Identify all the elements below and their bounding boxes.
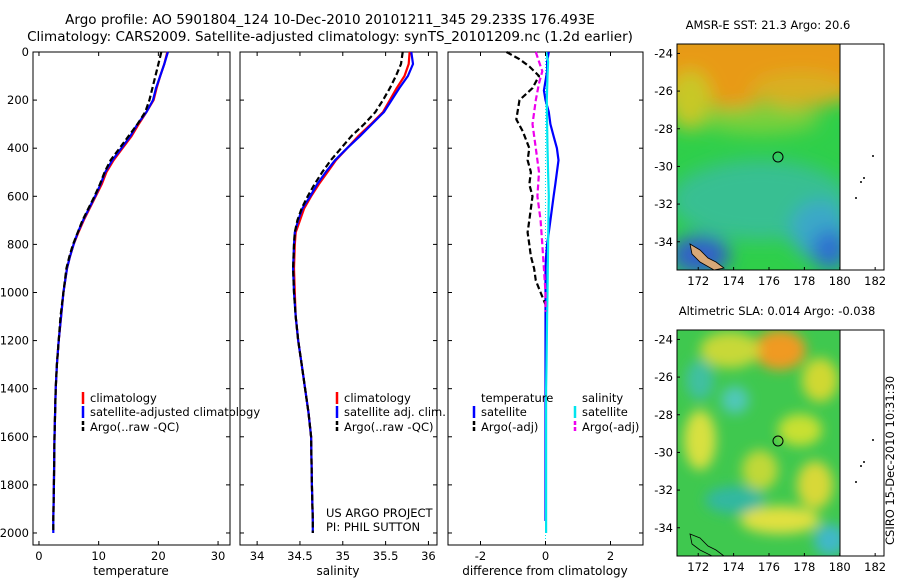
y-tick-label: 800 — [7, 237, 29, 251]
series-line-0 — [52, 51, 169, 522]
temperature-panel-frame — [32, 51, 231, 546]
legend-label-sal-argo: Argo(-adj) — [582, 420, 639, 434]
map-y-tick-label: -34 — [654, 521, 673, 535]
x-tick-label: 30 — [211, 549, 226, 563]
project-annotation: US ARGO PROJECT — [326, 506, 434, 520]
series-line-2 — [544, 51, 550, 533]
salinity-panel-frame — [239, 51, 438, 546]
map-x-tick-label: 172 — [687, 560, 709, 574]
map-x-tick-label: 176 — [758, 560, 780, 574]
map-y-tick-label: -26 — [654, 370, 673, 384]
sla-argo-location — [772, 435, 784, 447]
map-y-tick-label: -26 — [654, 84, 673, 98]
legend-group-salinity: salinity — [582, 391, 623, 405]
map-y-tick-label: -28 — [654, 408, 673, 422]
series-line-1 — [52, 51, 169, 533]
x-tick-label: 34 — [250, 549, 265, 563]
map-x-tick-label: 182 — [864, 560, 886, 574]
series-line-3 — [531, 51, 547, 312]
map-y-tick-label: -28 — [654, 122, 673, 136]
map-y-tick-label: -34 — [654, 235, 673, 249]
x-tick-label: 36 — [421, 549, 436, 563]
map-y-tick-label: -32 — [654, 197, 673, 211]
legend-label-climatology: climatology — [90, 391, 157, 405]
salinity-xlabel: salinity — [316, 564, 359, 578]
series-line-0 — [542, 51, 560, 521]
difference-profile-lines — [505, 51, 560, 545]
y-tick-label: 0 — [22, 45, 29, 59]
map-y-tick-label: -24 — [654, 332, 673, 346]
map-x-tick-label: 178 — [793, 560, 815, 574]
pi-annotation: PI: PHIL SUTTON — [326, 520, 420, 534]
y-tick-label: 200 — [7, 93, 29, 107]
salinity-legend: climatology satellite adj. clim. Argo(..… — [335, 391, 446, 434]
figure-title-line1: Argo profile: AO 5901804_124 10-Dec-2010… — [65, 12, 595, 28]
map-x-tick-label: 176 — [758, 274, 780, 288]
temperature-legend: climatology satellite-adjusted climatolo… — [81, 391, 260, 434]
temperature-profile-lines — [52, 51, 169, 533]
x-tick-label: 35.5 — [373, 549, 399, 563]
x-tick-label: 2 — [607, 549, 614, 563]
sla-map-title: Altimetric SLA: 0.014 Argo: -0.038 — [679, 304, 876, 318]
difference-xlabel: difference from climatology — [462, 564, 628, 578]
x-tick-label: 20 — [151, 549, 166, 563]
y-tick-label: 1400 — [0, 382, 29, 396]
y-tick-label: 1600 — [0, 430, 29, 444]
map-axis-ticks: 172 174 176 178 180 182 -24 -26 -28 -30 -32 -34 172 1… — [654, 46, 886, 574]
y-tick-label: 600 — [7, 189, 29, 203]
salinity-profile-lines — [292, 51, 415, 533]
y-tick-label: 1800 — [0, 478, 29, 492]
map-x-tick-label: 180 — [829, 274, 851, 288]
sla-land — [689, 533, 726, 557]
legend-label-satellite: satellite adj. clim. — [344, 405, 446, 419]
difference-legend: temperature satellite Argo(-adj) salinit… — [472, 391, 639, 434]
sla-map-axes — [676, 329, 885, 557]
series-line-1 — [505, 51, 547, 305]
legend-label-sal-satellite: satellite — [582, 405, 628, 419]
sla-heatmap — [677, 330, 840, 556]
sst-land — [689, 243, 725, 271]
x-tick-label: 35 — [335, 549, 350, 563]
y-tick-label: 2000 — [0, 526, 29, 540]
map-x-tick-label: 174 — [723, 560, 745, 574]
legend-label-temp-satellite: satellite — [481, 405, 527, 419]
x-tick-label: -2 — [475, 549, 486, 563]
series-line-2 — [292, 51, 404, 533]
x-tick-label: 34.5 — [287, 549, 313, 563]
side-timestamp: CSIRO 15-Dec-2010 10:31:30 — [883, 376, 897, 545]
temperature-xlabel: temperature — [93, 564, 168, 578]
figure-title-line2: Climatology: CARS2009. Satellite-adjuste… — [27, 29, 633, 45]
map-y-tick-label: -30 — [654, 445, 673, 459]
sla-islands — [855, 439, 874, 483]
sst-argo-location — [772, 151, 784, 163]
y-tick-label: 1000 — [0, 285, 29, 299]
legend-group-temperature: temperature — [481, 391, 553, 405]
sst-heatmap — [677, 44, 840, 270]
sst-map-title: AMSR-E SST: 21.3 Argo: 20.6 — [686, 18, 851, 32]
map-x-tick-label: 174 — [723, 274, 745, 288]
axis-ticks: 0 10 20 30020040060080010001200140016001800… — [0, 45, 643, 563]
x-tick-label: 0 — [542, 549, 549, 563]
map-y-tick-label: -32 — [654, 483, 673, 497]
series-line-2 — [52, 51, 163, 533]
legend-label-satellite: satellite-adjusted climatology — [90, 405, 260, 419]
legend-label-climatology: climatology — [344, 391, 411, 405]
legend-label-temp-argo: Argo(-adj) — [481, 420, 538, 434]
y-tick-label: 1200 — [0, 334, 29, 348]
x-tick-label: 0 — [35, 549, 42, 563]
map-y-tick-label: -24 — [654, 46, 673, 60]
x-tick-label: 10 — [91, 549, 106, 563]
map-x-tick-label: 180 — [829, 560, 851, 574]
legend-label-argo: Argo(..raw -QC) — [344, 420, 434, 434]
map-x-tick-label: 182 — [864, 274, 886, 288]
map-x-tick-label: 178 — [793, 274, 815, 288]
map-y-tick-label: -30 — [654, 159, 673, 173]
sst-map-axes — [676, 43, 885, 271]
y-tick-label: 400 — [7, 141, 29, 155]
legend-label-argo: Argo(..raw -QC) — [90, 420, 180, 434]
map-x-tick-label: 172 — [687, 274, 709, 288]
sst-islands — [855, 155, 874, 199]
